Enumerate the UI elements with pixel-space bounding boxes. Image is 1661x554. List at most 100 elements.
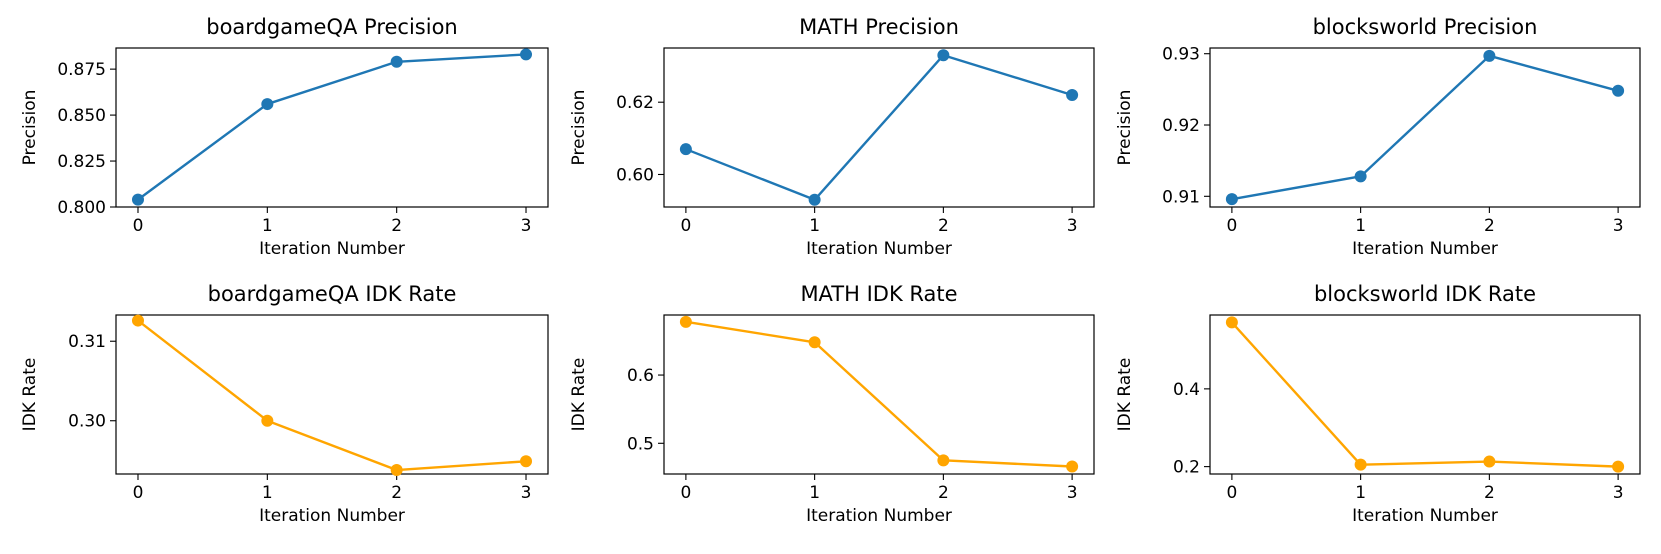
y-tick-label: 0.800 bbox=[57, 198, 106, 218]
panel-title: blocksworld Precision bbox=[1313, 15, 1538, 39]
series-line bbox=[1230, 321, 1619, 468]
y-axis-label: Precision bbox=[20, 90, 40, 166]
panel-5: MATH IDK Rate 0 1 2 3 0.5 0.6 Iteration Number I… bbox=[569, 282, 1095, 526]
x-tick-label: 1 bbox=[1355, 216, 1366, 236]
data-point bbox=[1354, 458, 1367, 471]
data-point bbox=[679, 143, 692, 156]
series-line bbox=[685, 54, 1073, 201]
y-tick-label: 0.850 bbox=[57, 106, 106, 126]
panel-title: boardgameQA IDK Rate bbox=[208, 282, 457, 306]
plot-frame bbox=[1209, 47, 1641, 208]
data-point bbox=[808, 193, 821, 206]
panel-4: boardgameQA IDK Rate 0 1 2 3 0.30 0.31 Iteratio… bbox=[20, 282, 549, 526]
x-tick-label: 3 bbox=[1067, 216, 1078, 236]
data-point bbox=[1483, 49, 1496, 62]
y-tick-label: 0.31 bbox=[68, 332, 106, 352]
data-point bbox=[261, 98, 274, 111]
x-tick-label: 0 bbox=[1226, 483, 1237, 503]
x-tick-label: 2 bbox=[391, 483, 402, 503]
x-axis-label: Iteration Number bbox=[259, 239, 405, 259]
y-tick-label: 0.5 bbox=[627, 434, 654, 454]
panel-3: blocksworld Precision 0 1 2 3 0.91 0.92 0.93 Ite… bbox=[1115, 15, 1641, 259]
x-tick-label: 2 bbox=[1484, 216, 1495, 236]
data-point bbox=[937, 454, 950, 467]
x-tick-label: 3 bbox=[1613, 483, 1624, 503]
x-tick-label: 1 bbox=[1355, 483, 1366, 503]
plot-frame bbox=[663, 314, 1095, 475]
data-point bbox=[131, 314, 144, 327]
y-tick-label: 0.92 bbox=[1162, 116, 1200, 136]
x-tick-label: 1 bbox=[809, 216, 820, 236]
data-point bbox=[1225, 316, 1238, 329]
y-tick-label: 0.4 bbox=[1173, 380, 1200, 400]
x-tick-label: 2 bbox=[938, 483, 949, 503]
x-tick-label: 2 bbox=[1484, 483, 1495, 503]
x-tick-label: 3 bbox=[521, 483, 532, 503]
x-tick-label: 0 bbox=[133, 216, 144, 236]
data-point bbox=[131, 193, 144, 206]
y-axis-label: IDK Rate bbox=[20, 358, 40, 432]
x-tick-label: 3 bbox=[1613, 216, 1624, 236]
x-tick-label: 2 bbox=[938, 216, 949, 236]
x-tick-label: 0 bbox=[1226, 216, 1237, 236]
data-point bbox=[390, 464, 403, 477]
data-point bbox=[937, 49, 950, 62]
series-line bbox=[137, 319, 527, 472]
x-axis-label: Iteration Number bbox=[806, 506, 952, 526]
panel-1: boardgameQA Precision 0 1 2 3 0.800 0.825 0.850… bbox=[20, 15, 549, 259]
plot-frame bbox=[115, 314, 549, 475]
data-point bbox=[261, 414, 274, 427]
panel-title: boardgameQA Precision bbox=[206, 15, 458, 39]
x-tick-label: 1 bbox=[809, 483, 820, 503]
data-point bbox=[1354, 170, 1367, 183]
x-tick-label: 1 bbox=[262, 216, 273, 236]
x-axis-label: Iteration Number bbox=[1352, 239, 1498, 259]
y-tick-label: 0.825 bbox=[57, 152, 106, 172]
data-point bbox=[1483, 455, 1496, 468]
y-tick-label: 0.93 bbox=[1162, 45, 1200, 65]
y-tick-label: 0.6 bbox=[627, 366, 654, 386]
plot-frame bbox=[115, 47, 549, 208]
y-axis-label: Precision bbox=[1115, 90, 1135, 166]
data-point bbox=[520, 455, 533, 468]
y-axis-label: Precision bbox=[569, 90, 589, 166]
x-tick-label: 1 bbox=[262, 483, 273, 503]
x-tick-label: 0 bbox=[133, 483, 144, 503]
data-point bbox=[1066, 460, 1079, 473]
y-tick-label: 0.91 bbox=[1162, 187, 1200, 207]
series-line bbox=[1231, 54, 1619, 201]
panel-2: MATH Precision 0 1 2 3 0.60 0.62 Iteration Numb… bbox=[569, 15, 1095, 259]
y-axis-label: IDK Rate bbox=[1115, 358, 1135, 432]
panel-6: blocksworld IDK Rate 0 1 2 3 0.2 0.4 Iteration … bbox=[1115, 282, 1641, 526]
data-point bbox=[1612, 460, 1625, 473]
x-tick-label: 3 bbox=[521, 216, 532, 236]
panel-title: blocksworld IDK Rate bbox=[1314, 282, 1536, 306]
x-axis-label: Iteration Number bbox=[806, 239, 952, 259]
x-tick-label: 3 bbox=[1067, 483, 1078, 503]
panel-title: MATH Precision bbox=[799, 15, 959, 39]
x-tick-label: 2 bbox=[391, 216, 402, 236]
series-line bbox=[685, 320, 1073, 468]
panel-title: MATH IDK Rate bbox=[800, 282, 957, 306]
data-point bbox=[1066, 88, 1079, 101]
plot-frame bbox=[663, 47, 1095, 208]
y-tick-label: 0.875 bbox=[57, 60, 106, 80]
y-tick-label: 0.62 bbox=[616, 93, 654, 113]
data-point bbox=[1225, 193, 1238, 206]
x-tick-label: 0 bbox=[680, 216, 691, 236]
y-axis-label: IDK Rate bbox=[569, 358, 589, 432]
y-tick-label: 0.30 bbox=[68, 412, 106, 432]
plot-frame bbox=[1209, 314, 1641, 475]
y-tick-label: 0.60 bbox=[616, 165, 654, 185]
data-point bbox=[520, 48, 533, 61]
data-point bbox=[1612, 84, 1625, 97]
data-point bbox=[679, 315, 692, 328]
x-axis-label: Iteration Number bbox=[1352, 506, 1498, 526]
x-tick-label: 0 bbox=[680, 483, 691, 503]
data-point bbox=[390, 55, 403, 68]
x-axis-label: Iteration Number bbox=[259, 506, 405, 526]
y-tick-label: 0.2 bbox=[1173, 458, 1200, 478]
data-point bbox=[808, 336, 821, 349]
series-line bbox=[137, 53, 527, 201]
